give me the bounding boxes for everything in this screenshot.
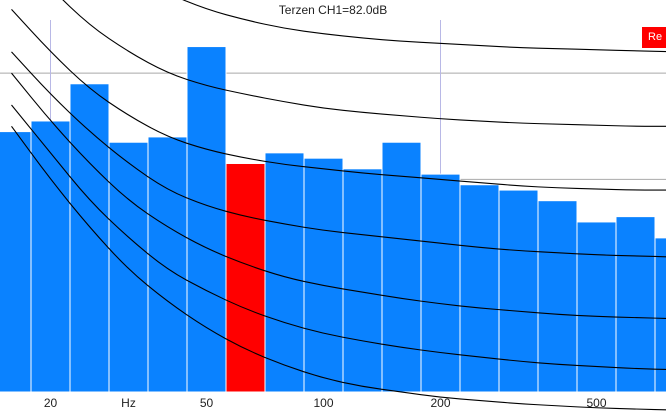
bar [342,168,383,393]
x-axis-ticks: 20 Hz 50 100 200 500 [44,396,607,410]
reference-curve [11,125,666,411]
bar [381,141,422,393]
chart-title: Terzen CH1=82.0dB [278,3,388,17]
bar [576,221,617,393]
reference-curve [11,104,666,370]
bar-selected [225,162,266,393]
bar [30,120,71,393]
bar [459,184,500,393]
bar [147,136,188,393]
reference-curve [11,51,666,258]
bar [0,131,32,393]
reference-curves [11,0,666,411]
x-tick-label: 100 [313,396,333,410]
bars [0,46,666,393]
bar [186,46,227,393]
bar [654,237,666,393]
bar [537,200,578,393]
x-tick-label: 200 [430,396,450,410]
ref-button[interactable]: Re [642,27,666,48]
bar [69,83,110,393]
reference-curve [11,72,666,319]
bar [498,189,539,393]
reference-curve [62,0,666,127]
x-tick-label: 50 [200,396,214,410]
bar [108,141,149,393]
x-tick-label: 20 [44,396,58,410]
bar [420,173,461,393]
bar [303,157,344,393]
x-tick-label: Hz [121,396,136,410]
reference-curve [182,0,666,53]
bar [615,216,656,393]
x-tick-label: 500 [586,396,606,410]
reference-curve [11,8,666,191]
